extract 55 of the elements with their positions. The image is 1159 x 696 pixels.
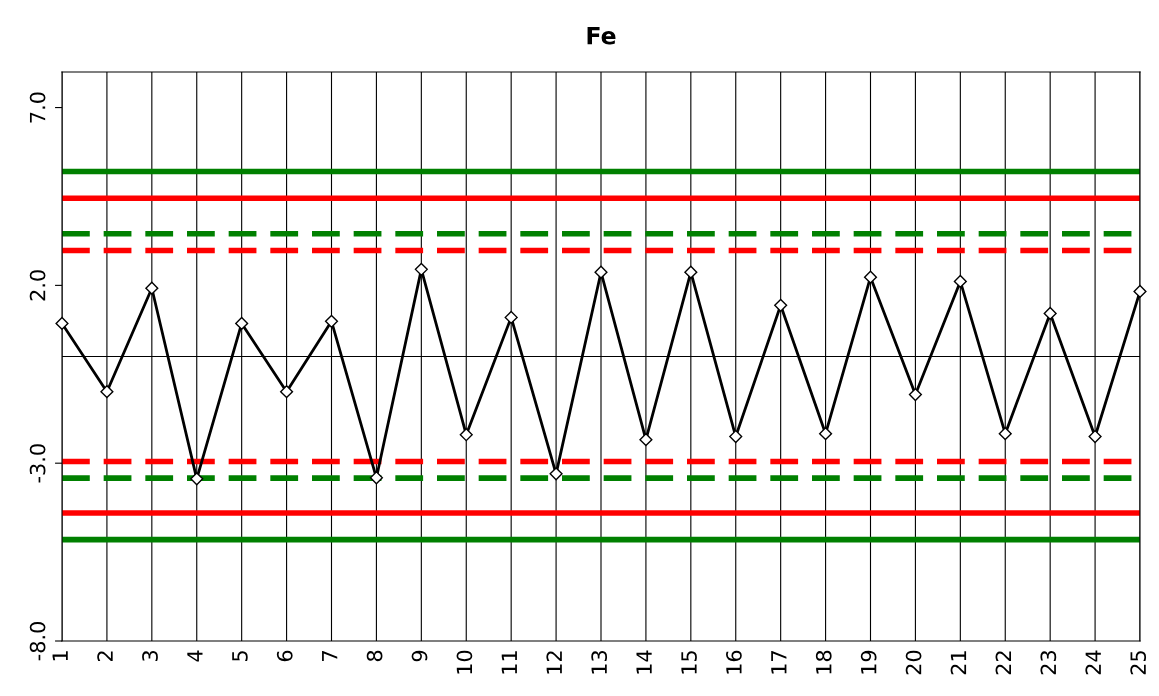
- point: [774, 298, 788, 312]
- x-tick-label: 22: [995, 651, 1011, 675]
- point: [414, 262, 428, 276]
- point: [594, 265, 608, 279]
- x-tick-label: 4: [187, 650, 203, 662]
- point: [1088, 429, 1102, 444]
- chart-title: Fe: [587, 27, 616, 45]
- x-tick-label: 9: [411, 650, 428, 662]
- y-tick-label: -3.0: [29, 444, 46, 483]
- x-tick-label: 17: [771, 651, 787, 674]
- x-tick-label: 8: [366, 650, 383, 662]
- x-tick-label: 20: [905, 650, 922, 675]
- x-tick-label: 16: [726, 650, 742, 674]
- y-tick-label: 7.0: [29, 92, 46, 123]
- point: [190, 472, 204, 486]
- point: [369, 471, 384, 485]
- x-tick-label: 19: [860, 650, 877, 674]
- x-tick-label: 18: [815, 650, 832, 674]
- point: [549, 467, 563, 481]
- point: [55, 316, 69, 331]
- point: [459, 428, 473, 442]
- x-tick-label: 11: [501, 651, 517, 674]
- x-tick-label: 14: [636, 650, 652, 674]
- point: [324, 314, 339, 328]
- x-tick-label: 2: [97, 651, 113, 662]
- x-tick-label: 12: [546, 651, 562, 674]
- x-tick-label: 23: [1040, 651, 1057, 675]
- point: [1043, 306, 1057, 321]
- y-tick-label: -8.0: [29, 622, 46, 661]
- x-tick-label: 24: [1085, 650, 1101, 675]
- point: [818, 427, 833, 441]
- x-tick-label: 15: [681, 651, 697, 674]
- point: [235, 316, 249, 331]
- point: [1133, 284, 1147, 299]
- x-tick-label: 6: [276, 650, 293, 662]
- point: [504, 310, 518, 324]
- point: [953, 274, 967, 289]
- y-tick-label: 2.0: [29, 270, 46, 301]
- x-tick-label: 7: [322, 651, 338, 661]
- point: [279, 385, 294, 399]
- point: [863, 270, 878, 284]
- point: [729, 429, 743, 444]
- point: [908, 387, 923, 402]
- x-tick-label: 3: [142, 651, 158, 661]
- point: [998, 427, 1012, 441]
- x-tick-label: 25: [1130, 651, 1147, 675]
- x-tick-label: 5: [232, 651, 248, 661]
- x-tick-label: 10: [456, 650, 473, 674]
- x-tick-label: 21: [950, 651, 967, 675]
- point: [684, 265, 698, 279]
- point: [145, 281, 159, 295]
- x-tick-label: 1: [52, 651, 68, 661]
- point: [100, 385, 114, 399]
- point: [639, 433, 653, 447]
- x-tick-label: 13: [591, 651, 608, 674]
